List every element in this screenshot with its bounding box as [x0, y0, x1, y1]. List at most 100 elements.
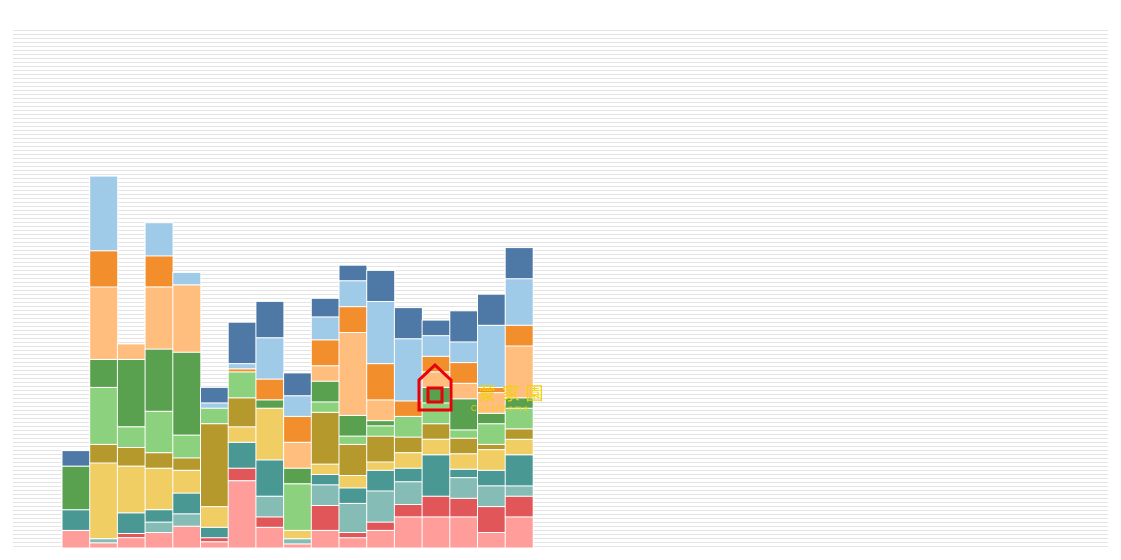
bar-segment: [255, 399, 285, 409]
bar-segment: [477, 412, 506, 425]
bar-segment: [200, 407, 229, 425]
bar-segment: [172, 284, 202, 353]
bar-segment: [89, 358, 119, 388]
bar-segment: [283, 538, 313, 545]
bar-segment: [477, 293, 506, 326]
bar-segment: [366, 529, 396, 549]
bar-segment: [310, 380, 340, 403]
bar-segment: [477, 506, 506, 534]
bar-segment: [310, 365, 340, 382]
bar-segment: [504, 516, 534, 549]
bar-segment: [393, 436, 423, 454]
bar-segment: [89, 250, 119, 288]
bar-segment: [172, 271, 202, 286]
bar-segment: [504, 454, 534, 487]
bar-segment: [172, 469, 202, 494]
house-door-icon: [426, 386, 444, 404]
bar-segment: [283, 372, 313, 397]
bar-segment: [366, 435, 396, 463]
bar-segment: [393, 452, 423, 469]
bar-segment: [227, 441, 257, 469]
bar-segment: [310, 484, 340, 506]
bar-segment: [477, 469, 506, 487]
bar-segment: [89, 538, 119, 544]
bar-segment: [504, 495, 534, 518]
bar-segment: [172, 434, 202, 459]
bar-segment: [421, 454, 451, 497]
bar-segment: [421, 438, 451, 456]
bar-segment: [366, 300, 396, 365]
bar-segment: [477, 485, 506, 507]
bar-segment: [393, 307, 423, 340]
bar-segment: [477, 423, 506, 445]
bar-segment: [310, 463, 340, 476]
bar-segment: [393, 504, 423, 518]
bar-segment: [255, 378, 285, 401]
bar-segment: [116, 358, 146, 428]
bar-segment: [366, 420, 396, 427]
watermark-logo: 蒙 家 園 ContrHome: [417, 362, 543, 413]
bar-segment: [61, 465, 91, 511]
bar-segment: [338, 306, 368, 334]
bar-segment: [477, 532, 506, 549]
bar-segment: [172, 351, 202, 436]
bar-segment: [338, 503, 368, 533]
bar-segment: [200, 423, 229, 508]
bar-segment: [310, 529, 340, 549]
bar-segment: [449, 341, 479, 363]
bar-segment: [421, 319, 451, 337]
bar-segment: [338, 280, 368, 308]
bar-segment: [255, 407, 285, 461]
bar-segment: [200, 506, 229, 528]
bar-segment: [89, 386, 119, 445]
bar-segment: [449, 497, 479, 518]
bar-segment: [283, 529, 313, 540]
bar-segment: [366, 521, 396, 531]
bar-segment: [366, 363, 396, 401]
bar-segment: [338, 435, 368, 445]
bar-segment: [144, 255, 174, 288]
bar-segment: [255, 516, 285, 528]
bar-segment: [421, 495, 451, 518]
bar-segment: [255, 526, 285, 549]
bar-segment: [227, 363, 257, 370]
bar-segment: [116, 343, 146, 360]
bar-segment: [227, 480, 257, 549]
bar-segment: [338, 264, 368, 282]
bar-segment: [310, 401, 340, 413]
bar-segment: [144, 452, 174, 469]
bar-segment: [449, 468, 479, 479]
bar-segment: [227, 397, 257, 428]
bar-segment: [421, 335, 451, 357]
bar-segment: [283, 441, 313, 469]
bar-segment: [283, 415, 313, 443]
bar-segment: [366, 269, 396, 302]
watermark-subtext: ContrHome: [471, 404, 530, 413]
bar-segment: [504, 438, 534, 456]
bar-segment: [227, 426, 257, 443]
bar-segment: [283, 483, 313, 531]
bar-segment: [144, 467, 174, 511]
bar-segment: [338, 414, 368, 437]
bar-segment: [227, 467, 257, 482]
bar-segment: [393, 516, 423, 549]
bar-segment: [504, 247, 534, 280]
bar-segment: [172, 525, 202, 549]
bar-segment: [310, 339, 340, 367]
bar-segment: [310, 316, 340, 341]
bar-segment: [200, 402, 229, 409]
bar-segment: [89, 443, 119, 464]
bar-segment: [504, 324, 534, 347]
bar-segment: [393, 481, 423, 506]
bar-segment: [89, 462, 119, 540]
bar-segment: [200, 386, 229, 404]
bar-segment: [144, 532, 174, 549]
bar-segment: [393, 467, 423, 483]
bar-segment: [366, 469, 396, 492]
bar-segment: [61, 529, 91, 549]
bar-segment: [283, 543, 313, 549]
bar-layer: [61, 175, 534, 549]
bar-segment: [366, 461, 396, 471]
